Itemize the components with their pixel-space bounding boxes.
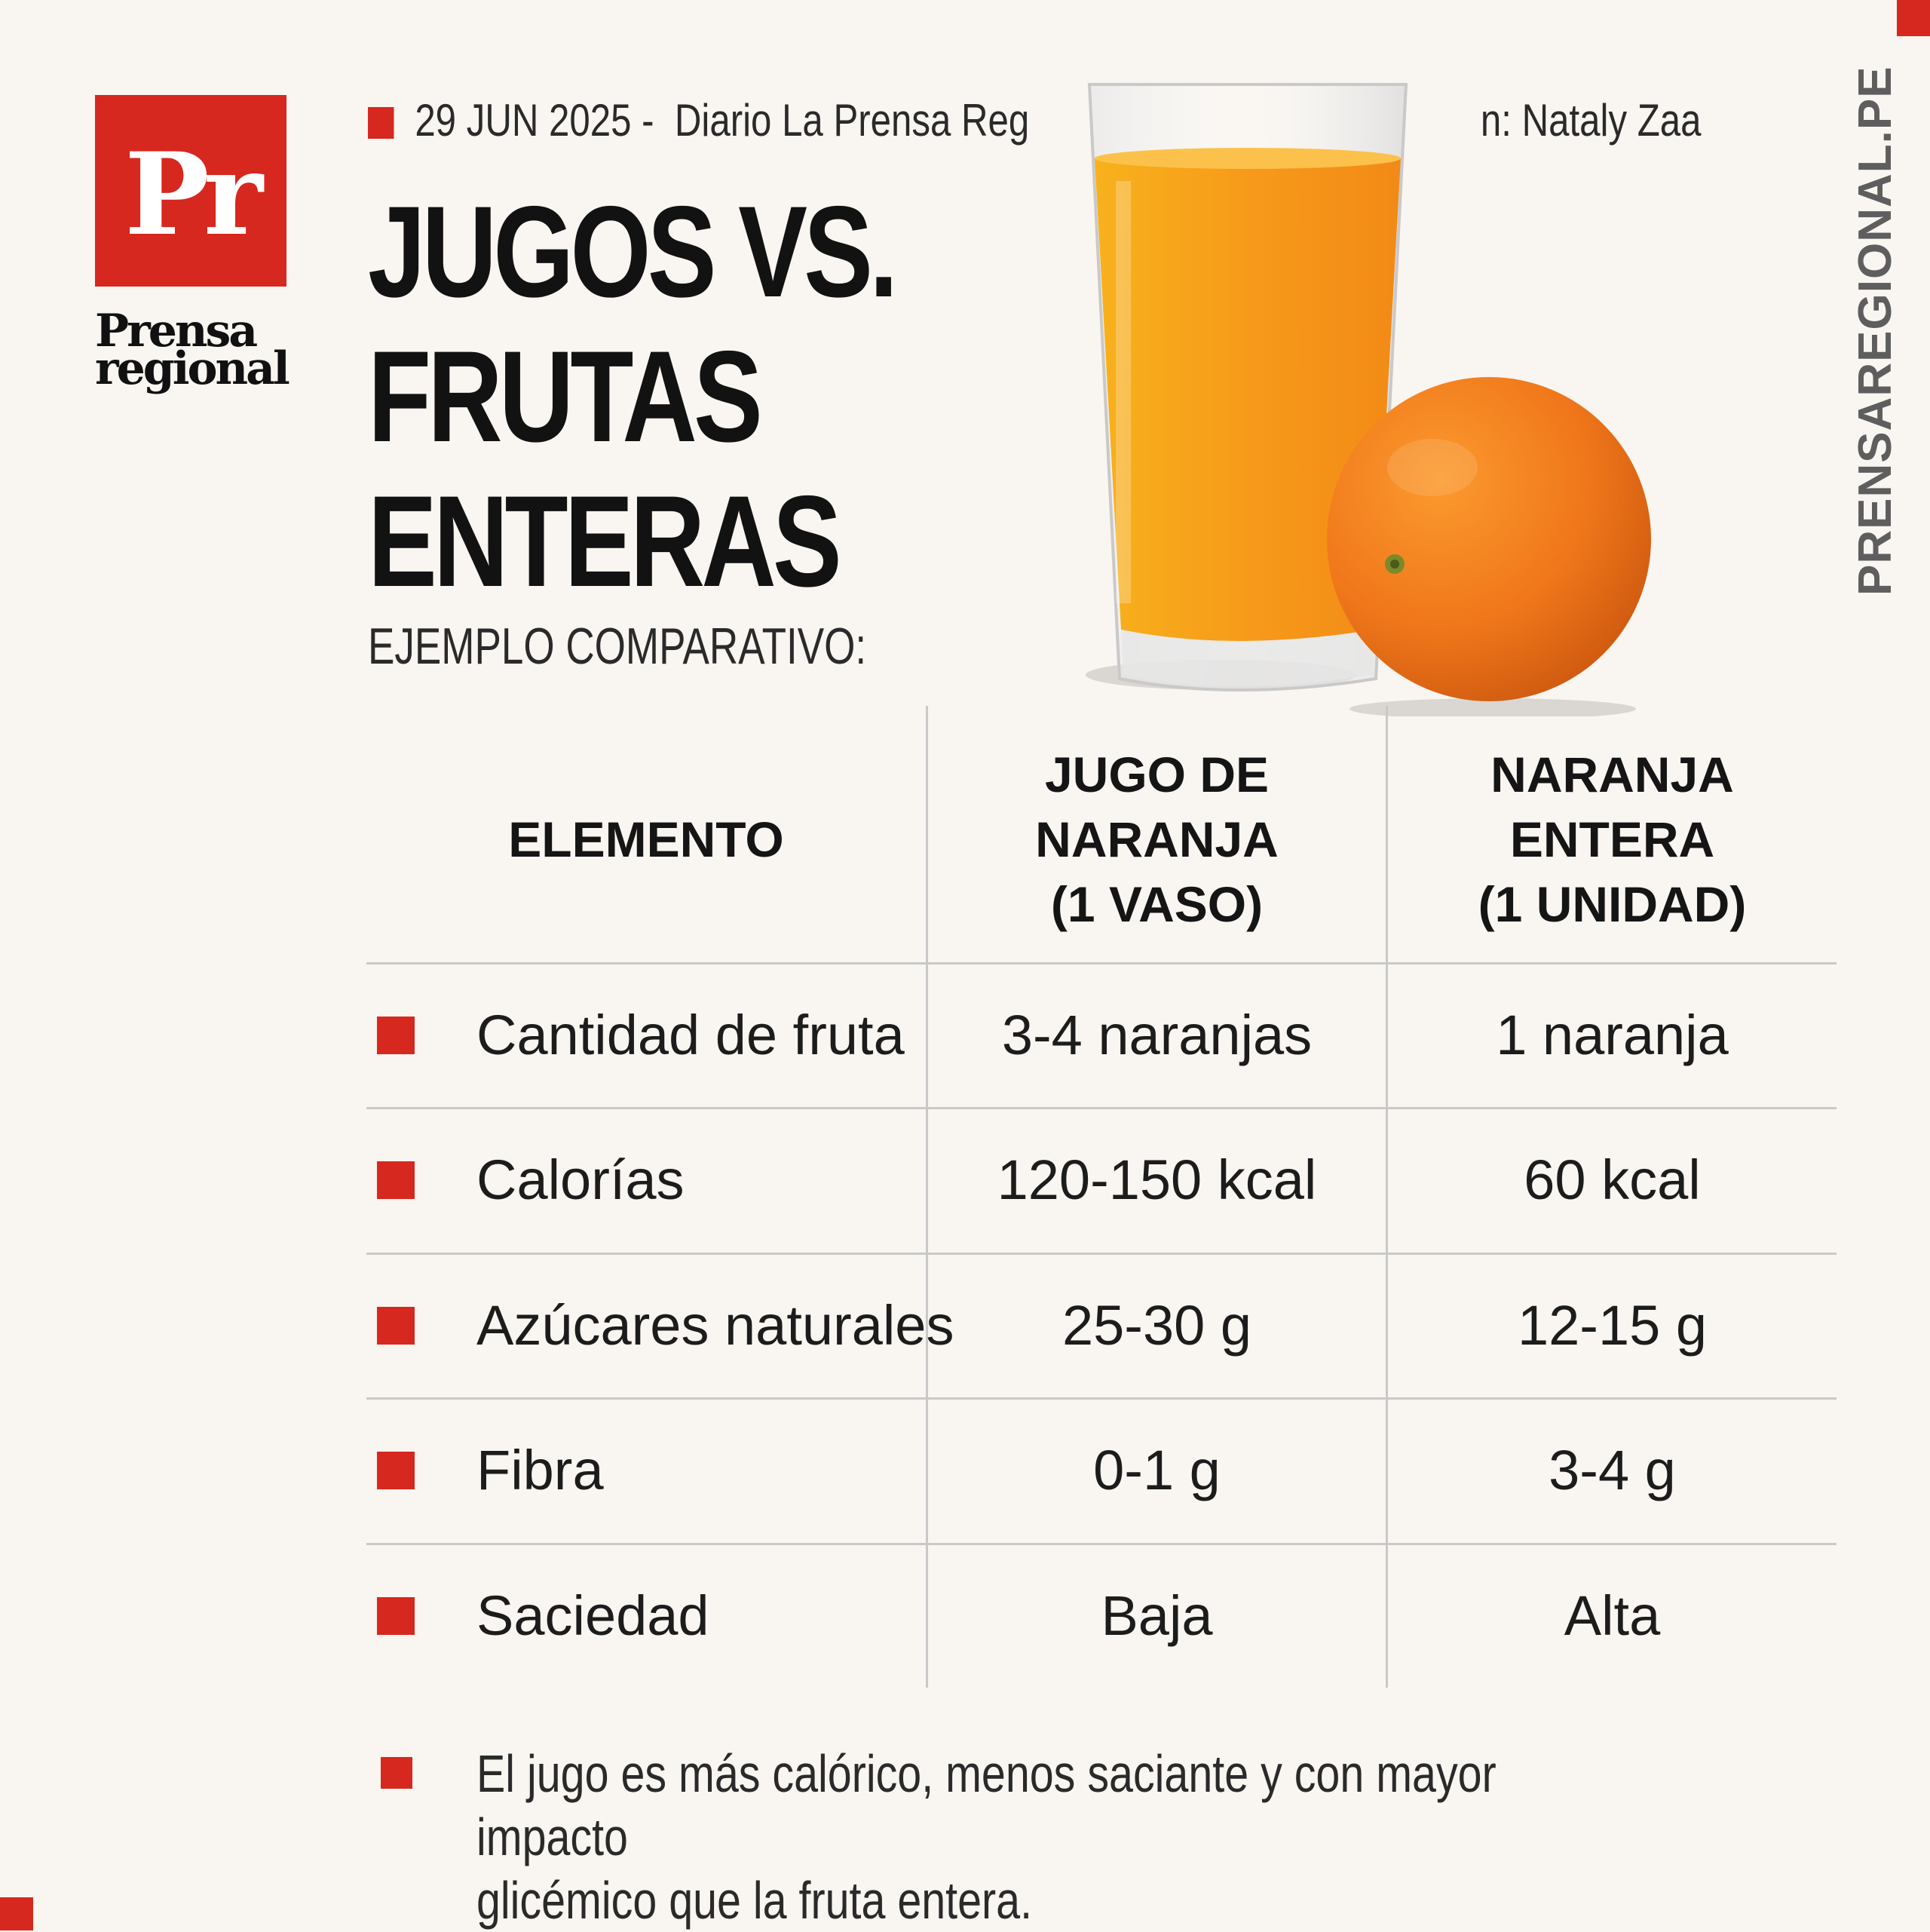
title-line: FRUTAS bbox=[368, 324, 763, 469]
table-cell-jugo: 0-1 g bbox=[1093, 1439, 1221, 1501]
byline-source: Diario La Prensa Reg bbox=[674, 95, 1030, 146]
header-line: (1 UNIDAD) bbox=[1478, 876, 1747, 932]
table-rule bbox=[366, 1107, 1837, 1109]
table-cell-naranja: Alta bbox=[1564, 1584, 1661, 1647]
bullet-square bbox=[368, 107, 394, 139]
table-cell-naranja: 1 naranja bbox=[1496, 1004, 1729, 1066]
header-line: ENTERA bbox=[1509, 811, 1715, 867]
table-divider bbox=[926, 706, 928, 1688]
header-jugo: JUGO DE NARANJA (1 VASO) bbox=[928, 742, 1386, 937]
byline-date: 29 JUN 2025 - bbox=[415, 95, 654, 146]
bullet-square bbox=[377, 1597, 415, 1635]
side-url-text: PRENSAREGIONAL.PE bbox=[1849, 66, 1901, 596]
logo-wordmark: Prensa regional bbox=[95, 305, 290, 395]
juice-and-orange-illustration bbox=[1086, 83, 1651, 716]
bullet-square bbox=[381, 1757, 412, 1789]
bullet-square bbox=[377, 1452, 415, 1489]
bullet-square bbox=[377, 1307, 415, 1345]
table-row-label: Fibra bbox=[476, 1439, 604, 1501]
header-line: (1 VASO) bbox=[1050, 876, 1264, 932]
bullet-square bbox=[377, 1017, 415, 1054]
table-divider bbox=[1386, 706, 1388, 1688]
logo-word-line: regional bbox=[95, 342, 290, 395]
table-cell-jugo: Baja bbox=[1101, 1584, 1213, 1647]
corner-accent bbox=[0, 1897, 33, 1930]
table-rule bbox=[366, 1543, 1837, 1545]
table-cell-jugo: 25-30 g bbox=[1062, 1294, 1251, 1357]
table-row-label: Azúcares naturales bbox=[476, 1294, 954, 1357]
brand-logo[interactable]: Pr Prensa regional bbox=[95, 95, 290, 395]
corner-accent bbox=[1897, 0, 1930, 36]
page-title: JUGOS VS. FRUTAS ENTERAS bbox=[368, 179, 898, 614]
title-line: JUGOS VS. bbox=[368, 179, 898, 324]
bullet-square bbox=[377, 1161, 415, 1199]
byline: 29 JUN 2025 - Diario La Prensa Reg n: Nat… bbox=[368, 90, 1701, 151]
footnote-line: glicémico que la fruta entera. bbox=[476, 1871, 1033, 1930]
table-rule bbox=[366, 1397, 1837, 1400]
header-naranja: NARANJA ENTERA (1 UNIDAD) bbox=[1388, 742, 1837, 937]
subtitle: EJEMPLO COMPARATIVO: bbox=[368, 618, 867, 675]
table-row-label: Saciedad bbox=[476, 1584, 709, 1647]
header-line: JUGO DE bbox=[1044, 747, 1270, 802]
byline-author: n: Nataly Zaa bbox=[1480, 95, 1702, 146]
footnote-line: El jugo es más calórico, menos saciante … bbox=[476, 1744, 1497, 1866]
table-row-label: Cantidad de fruta bbox=[476, 1004, 905, 1066]
logo-badge: Pr bbox=[95, 95, 286, 287]
table-cell-naranja: 60 kcal bbox=[1524, 1148, 1701, 1211]
table-cell-jugo: 120-150 kcal bbox=[997, 1148, 1317, 1211]
footnote: El jugo es más calórico, menos saciante … bbox=[476, 1742, 1614, 1932]
table-cell-naranja: 3-4 g bbox=[1549, 1439, 1676, 1501]
header-line: NARANJA bbox=[1035, 811, 1279, 867]
header-line: NARANJA bbox=[1490, 747, 1734, 802]
table-cell-naranja: 12-15 g bbox=[1518, 1294, 1707, 1357]
table-cell-jugo: 3-4 naranjas bbox=[1001, 1004, 1313, 1066]
table-rule bbox=[366, 962, 1837, 964]
table-row-label: Calorías bbox=[476, 1148, 685, 1211]
logo-word-line: Prensa bbox=[95, 305, 258, 357]
title-line: ENTERAS bbox=[368, 469, 842, 614]
header-elemento: ELEMENTO bbox=[508, 811, 784, 867]
logo-letters: Pr bbox=[124, 128, 263, 261]
table-rule bbox=[366, 1253, 1837, 1255]
